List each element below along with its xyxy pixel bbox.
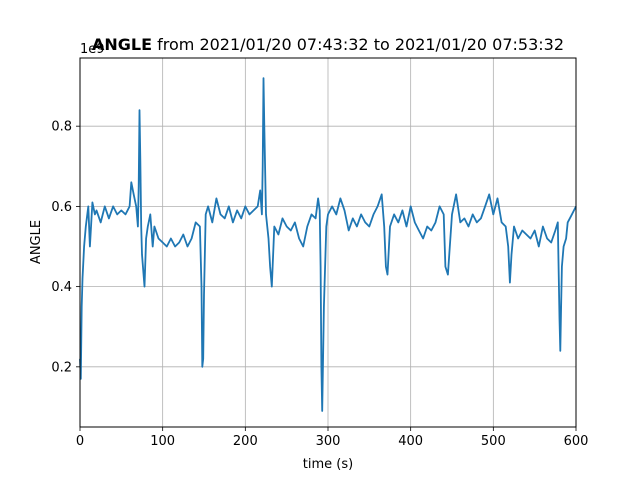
series-line (79, 77, 577, 412)
x-tick-label: 400 (398, 434, 423, 449)
x-tick-label: 0 (76, 434, 84, 449)
y-offset-label: 1e9 (80, 42, 105, 57)
x-tick-label: 500 (481, 434, 506, 449)
plot-area (79, 77, 577, 412)
x-tick-label: 600 (564, 434, 589, 449)
x-axis-label: time (s) (303, 457, 353, 472)
chart-title-bold: ANGLE (92, 35, 152, 54)
grid-lines (79, 58, 577, 427)
y-tick-label: 0.2 (51, 360, 72, 375)
chart-title-rest: from 2021/01/20 07:43:32 to 2021/01/20 0… (152, 35, 564, 54)
y-axis-ticks: 0.2 0.4 0.6 0.8 (51, 120, 80, 375)
y-axis-label: ANGLE (29, 220, 44, 264)
x-tick-label: 300 (316, 434, 341, 449)
y-tick-label: 0.4 (51, 280, 72, 295)
x-axis-ticks: 0 100 200 300 400 500 600 (76, 427, 589, 449)
y-tick-label: 0.8 (51, 120, 72, 135)
y-tick-label: 0.6 (51, 200, 72, 215)
chart-title: ANGLE from 2021/01/20 07:43:32 to 2021/0… (92, 35, 564, 54)
x-tick-label: 200 (233, 434, 258, 449)
x-tick-label: 100 (150, 434, 175, 449)
